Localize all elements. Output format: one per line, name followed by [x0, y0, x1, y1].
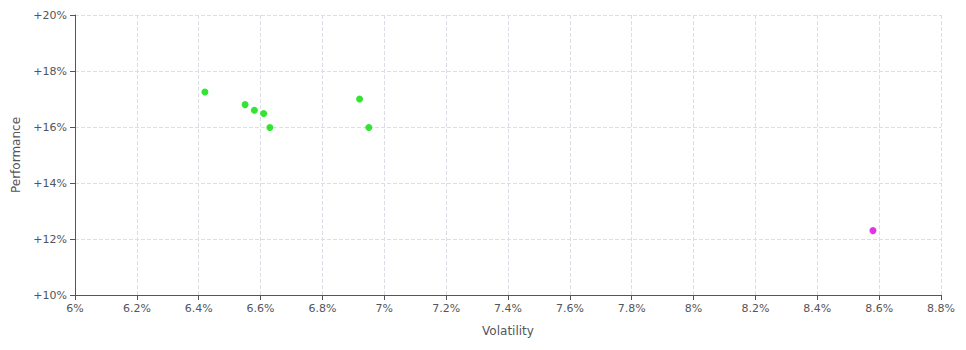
svg-text:8.4%: 8.4%: [803, 302, 831, 315]
svg-text:8.2%: 8.2%: [741, 302, 769, 315]
svg-text:+10%: +10%: [33, 289, 67, 302]
svg-text:+16%: +16%: [33, 121, 67, 134]
svg-text:Volatility: Volatility: [482, 324, 534, 338]
svg-text:8.8%: 8.8%: [927, 302, 955, 315]
svg-text:7.8%: 7.8%: [618, 302, 646, 315]
svg-text:7.4%: 7.4%: [494, 302, 522, 315]
svg-text:7.6%: 7.6%: [556, 302, 584, 315]
svg-text:6.6%: 6.6%: [247, 302, 275, 315]
svg-text:8%: 8%: [685, 302, 702, 315]
svg-text:+12%: +12%: [33, 233, 67, 246]
svg-text:7%: 7%: [376, 302, 393, 315]
svg-text:6%: 6%: [66, 302, 83, 315]
svg-text:Performance: Performance: [9, 117, 23, 193]
svg-text:6.2%: 6.2%: [123, 302, 151, 315]
svg-text:6.8%: 6.8%: [308, 302, 336, 315]
svg-text:+14%: +14%: [33, 177, 67, 190]
svg-text:+20%: +20%: [33, 9, 67, 22]
svg-text:8.6%: 8.6%: [865, 302, 893, 315]
svg-text:6.4%: 6.4%: [185, 302, 213, 315]
svg-text:7.2%: 7.2%: [432, 302, 460, 315]
svg-text:+18%: +18%: [33, 65, 67, 78]
